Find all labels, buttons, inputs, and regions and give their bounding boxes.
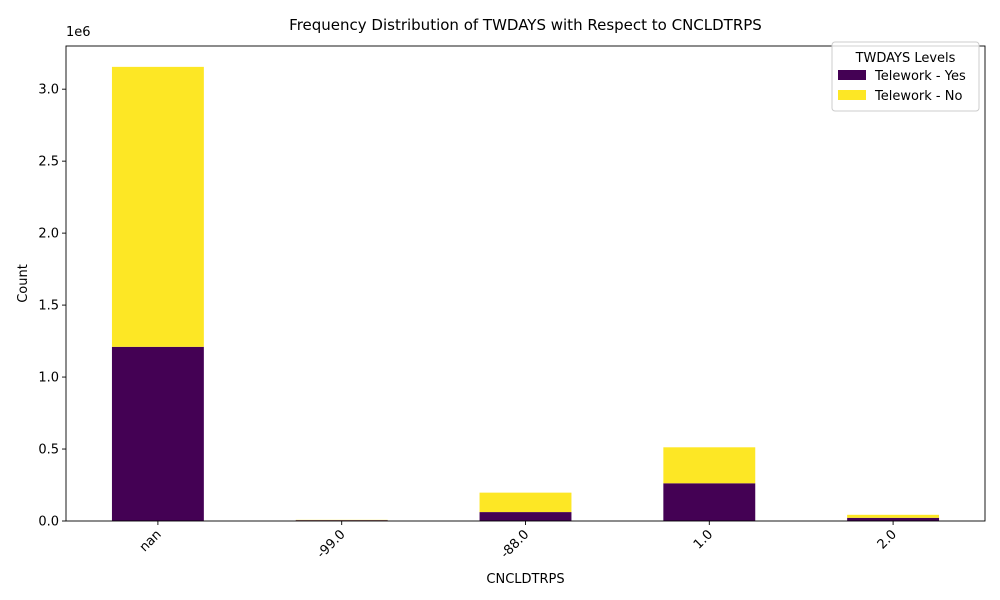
x-tick-label: 1.0 xyxy=(691,527,716,552)
chart-title: Frequency Distribution of TWDAYS with Re… xyxy=(289,16,762,34)
legend-title: TWDAYS Levels xyxy=(855,51,956,66)
x-tick-label: 2.0 xyxy=(875,527,900,552)
y-axis-label: Count xyxy=(16,264,31,303)
bar-telework-yes-3 xyxy=(663,483,756,521)
bars-layer xyxy=(111,66,940,521)
y-tick-label: 0.0 xyxy=(38,515,59,530)
legend-swatch xyxy=(838,70,866,80)
x-axis-label: CNCLDTRPS xyxy=(486,572,564,587)
bar-telework-yes-0 xyxy=(111,346,204,521)
bar-telework-no-2 xyxy=(479,492,572,513)
y-tick-label: 1.5 xyxy=(38,299,59,314)
y-tick-label: 2.0 xyxy=(38,227,59,242)
y-axis: 0.0 0.5 1.0 1.5 2.0 2.5 3.0 xyxy=(38,83,66,530)
y-tick-label: 2.5 xyxy=(38,155,59,170)
legend-box xyxy=(831,41,980,112)
x-tick-label: -88.0 xyxy=(498,527,532,561)
bar-telework-yes-2 xyxy=(479,512,572,521)
y-tick-label: 0.5 xyxy=(38,443,59,458)
legend-swatch xyxy=(838,90,866,100)
x-tick-label: -99.0 xyxy=(314,527,348,561)
legend-label: Telework - No xyxy=(874,89,962,104)
bar-telework-no-0 xyxy=(111,66,204,347)
legend-label: Telework - Yes xyxy=(874,69,966,84)
legend: TWDAYS Levels Telework - Yes Telework - N… xyxy=(831,41,980,112)
y-tick-label: 3.0 xyxy=(38,83,59,98)
y-tick-label: 1.0 xyxy=(38,371,59,386)
y-offset-label: 1e6 xyxy=(66,25,91,40)
bar-telework-no-3 xyxy=(663,447,756,484)
bar-telework-yes-4 xyxy=(847,517,940,521)
x-axis: nan -99.0 -88.0 1.0 2.0 xyxy=(137,521,900,562)
x-tick-label: nan xyxy=(137,527,165,555)
bar-telework-no-4 xyxy=(847,514,940,518)
